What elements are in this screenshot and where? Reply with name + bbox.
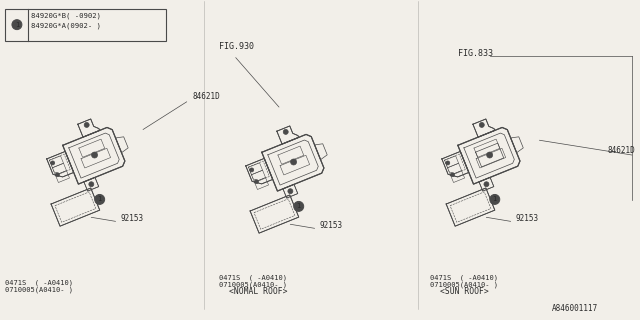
Circle shape <box>486 152 493 158</box>
Polygon shape <box>78 119 100 137</box>
Text: 92153: 92153 <box>120 214 143 223</box>
Polygon shape <box>47 151 74 177</box>
Text: 1: 1 <box>493 196 497 203</box>
Text: FIG.930: FIG.930 <box>219 42 254 51</box>
Text: 0471S  ( -A0410): 0471S ( -A0410) <box>430 275 498 281</box>
Polygon shape <box>262 134 324 191</box>
Polygon shape <box>277 126 299 144</box>
Circle shape <box>89 182 94 187</box>
Text: 0471S  ( -A0410): 0471S ( -A0410) <box>5 279 73 286</box>
Text: 0471S  ( -A0410): 0471S ( -A0410) <box>219 275 287 281</box>
Circle shape <box>481 124 483 126</box>
Polygon shape <box>246 158 273 184</box>
Circle shape <box>451 173 454 177</box>
Circle shape <box>255 180 259 184</box>
Polygon shape <box>446 188 495 226</box>
Text: 1: 1 <box>97 196 102 203</box>
Circle shape <box>484 182 489 187</box>
Circle shape <box>92 152 97 158</box>
Polygon shape <box>250 195 299 233</box>
Circle shape <box>95 195 105 204</box>
Text: <NOMAL ROOF>: <NOMAL ROOF> <box>229 287 287 296</box>
Polygon shape <box>458 127 520 184</box>
Circle shape <box>446 161 450 165</box>
Circle shape <box>294 201 304 212</box>
Text: A846001117: A846001117 <box>552 304 598 313</box>
Polygon shape <box>51 188 100 226</box>
Text: 84920G*B( -0902): 84920G*B( -0902) <box>31 13 101 19</box>
Polygon shape <box>473 119 495 137</box>
Circle shape <box>284 129 288 134</box>
Text: 84621D: 84621D <box>607 146 635 155</box>
Circle shape <box>51 161 54 165</box>
Circle shape <box>288 189 293 194</box>
Text: 84920G*A(0902- ): 84920G*A(0902- ) <box>31 23 101 29</box>
Circle shape <box>86 124 88 126</box>
Polygon shape <box>84 177 99 191</box>
Text: 0710005(A0410- ): 0710005(A0410- ) <box>430 281 498 288</box>
Text: 1: 1 <box>296 204 301 209</box>
Text: <SUN ROOF>: <SUN ROOF> <box>440 287 489 296</box>
Text: 0710005(A0410- ): 0710005(A0410- ) <box>219 281 287 288</box>
Circle shape <box>12 20 22 30</box>
Text: 84621D: 84621D <box>192 92 220 101</box>
Text: 92153: 92153 <box>515 214 538 223</box>
Circle shape <box>479 123 484 127</box>
Polygon shape <box>479 177 494 191</box>
Bar <box>5 9 166 41</box>
Text: FIG.833: FIG.833 <box>458 49 493 58</box>
Polygon shape <box>442 151 468 177</box>
Circle shape <box>285 131 287 133</box>
Polygon shape <box>63 127 125 184</box>
Text: 92153: 92153 <box>319 221 342 230</box>
Circle shape <box>291 159 296 165</box>
Circle shape <box>490 195 500 204</box>
Text: 1: 1 <box>15 22 19 28</box>
Text: 0710005(A0410- ): 0710005(A0410- ) <box>5 286 73 293</box>
Circle shape <box>56 173 60 177</box>
Circle shape <box>250 168 253 172</box>
Circle shape <box>84 123 89 127</box>
Polygon shape <box>283 184 298 198</box>
